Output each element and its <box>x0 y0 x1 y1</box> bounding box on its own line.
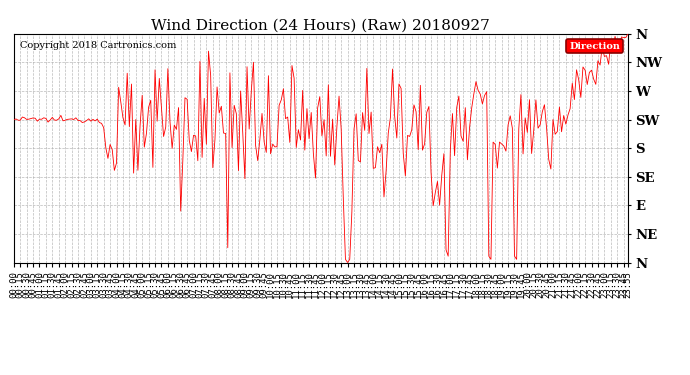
Legend: Direction: Direction <box>566 39 623 54</box>
Title: Wind Direction (24 Hours) (Raw) 20180927: Wind Direction (24 Hours) (Raw) 20180927 <box>152 19 490 33</box>
Text: Copyright 2018 Cartronics.com: Copyright 2018 Cartronics.com <box>20 40 177 50</box>
